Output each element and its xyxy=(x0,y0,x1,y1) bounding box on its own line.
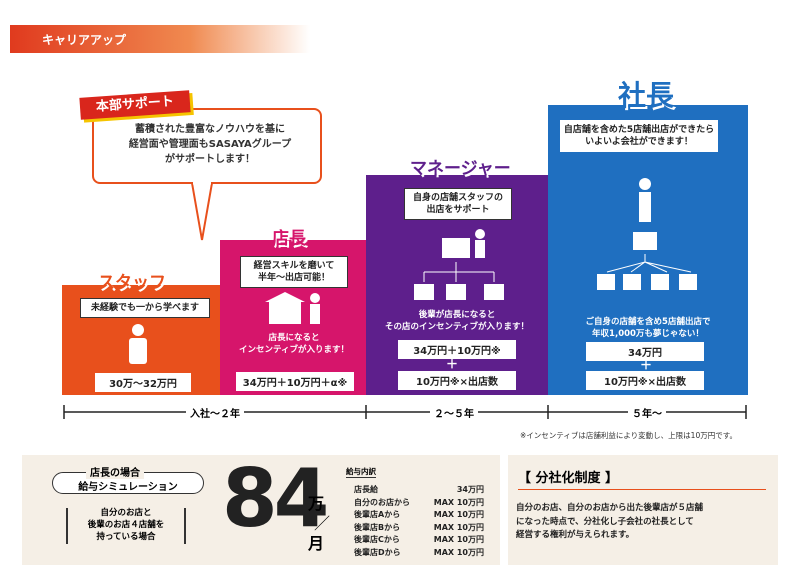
spinoff-title: 【 分社化制度 】 xyxy=(518,467,766,490)
plus: ＋ xyxy=(640,358,653,372)
breakdown-value: MAX 10万円 xyxy=(433,522,484,532)
step-salary: 34万円 xyxy=(586,342,704,361)
breakdown-value: MAX 10万円 xyxy=(433,510,484,519)
plus: ＋ xyxy=(446,357,459,371)
breakdown-title: 給与内訳 xyxy=(346,467,376,478)
staff-icon xyxy=(129,324,147,364)
step-box: 自店舗を含めた5店舗出店ができたら いよいよ会社ができます！ xyxy=(560,120,718,153)
sim-unit: 万 xyxy=(308,494,325,513)
callout-tail xyxy=(190,182,214,241)
breakdown-item: 店長給 xyxy=(354,485,378,494)
breakdown-value: MAX 10万円 xyxy=(433,497,484,507)
breakdown-value: MAX 10万円 xyxy=(433,535,484,544)
timeline-label: ２〜５年 xyxy=(430,405,478,420)
sim-title: 給与シミュレーション xyxy=(78,482,178,493)
step-salary: 10万円※×出店数 xyxy=(586,371,704,390)
sim-per: 月 xyxy=(308,534,325,553)
sim-label: 店長の場合 xyxy=(86,464,144,479)
timeline-label: 入社〜２年 xyxy=(186,405,244,420)
breakdown: 店長給 34万円 自分のお店から MAX 10万円 後輩店Aから MAX 10万円 後輩店B… xyxy=(354,484,484,564)
step-text: 店長になると インセンティブが入ります！ xyxy=(239,333,349,355)
note: ※インセンティブは店舗利益により変動し、上限は10万円です。 xyxy=(520,431,737,440)
header-title: キャリアアップ xyxy=(42,33,127,47)
support-text: 蓄積された豊富なノウハウを基に 経営面や管理面もSASAYAグループ がサポート… xyxy=(128,124,292,165)
step-box: 自身の店舗スタッフの 出店をサポート xyxy=(404,188,512,221)
sim-amount: 84 xyxy=(222,452,329,545)
breakdown-item: 自分のお店から xyxy=(354,497,410,507)
breakdown-item: 後輩店Dから xyxy=(354,547,401,557)
breakdown-item: 後輩店Aから xyxy=(354,510,401,519)
step-salary: 30万〜32万円 xyxy=(95,373,191,392)
step-box: 未経験でも一から学べます xyxy=(80,298,210,319)
support-box xyxy=(92,108,322,184)
spinoff-panel xyxy=(508,455,778,565)
header-bar xyxy=(10,25,310,53)
step-salary: 34万円＋10万円※ xyxy=(398,340,516,359)
step-title: マネージャー xyxy=(410,159,511,179)
step-salary: 34万円＋10万円＋α※ xyxy=(236,372,354,391)
breakdown-item: 後輩店Bから xyxy=(354,522,401,532)
step-salary: 10万円※×出店数 xyxy=(398,371,516,390)
shop-icon xyxy=(265,292,320,324)
breakdown-value: MAX 10万円 xyxy=(433,547,484,557)
shop-tree-icon xyxy=(597,178,697,290)
spinoff-text: 自分のお店、自分のお店から出た後輩店が５店舗 になった時点で、分社化し子会社の社… xyxy=(516,503,704,541)
step-title: 店長 xyxy=(272,229,306,249)
timeline-label: ５年〜 xyxy=(628,405,666,420)
step-text: ご自身の店舗を含め5店舗出店で 年収1,000万も夢じゃない！ xyxy=(585,317,711,339)
breakdown-item: 後輩店Cから xyxy=(354,535,400,544)
breakdown-value: 34万円 xyxy=(456,485,484,494)
sim-slash: ／ xyxy=(314,514,331,533)
step-text: 後輩が店長になると その店のインセンティブが入ります！ xyxy=(385,310,529,332)
step-box: 経営スキルを磨いて 半年〜出店可能！ xyxy=(240,256,348,289)
step-title: スタッフ xyxy=(98,273,166,293)
sim-condition: 自分のお店と 後輩のお店４店舗を 持っている場合 xyxy=(66,508,186,544)
step-title: 社長 xyxy=(618,79,675,112)
shop-tree-icon xyxy=(414,229,504,300)
timeline xyxy=(63,405,747,419)
